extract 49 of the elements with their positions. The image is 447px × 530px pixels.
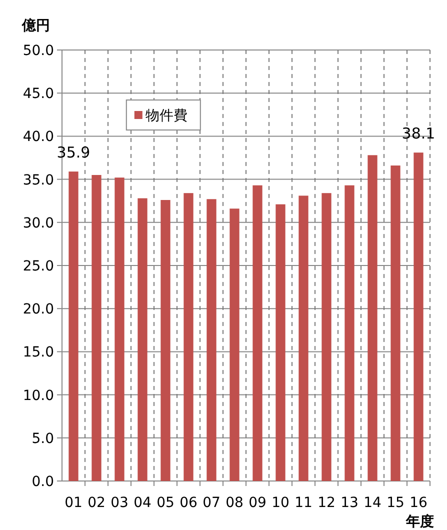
bar xyxy=(252,185,262,481)
legend: 物件費 xyxy=(126,100,201,130)
y-tick-label: 0.0 xyxy=(32,474,54,490)
bar xyxy=(230,208,240,481)
y-tick-label: 10.0 xyxy=(22,388,54,404)
bar xyxy=(368,155,378,481)
bar xyxy=(184,193,194,481)
x-tick-label: 08 xyxy=(226,495,244,511)
x-tick-label: 14 xyxy=(364,495,382,511)
x-tick-label: 06 xyxy=(180,495,198,511)
x-tick-label: 02 xyxy=(88,495,106,511)
bar xyxy=(68,172,78,481)
bar xyxy=(414,152,424,481)
bar xyxy=(206,199,216,481)
x-tick-label: 01 xyxy=(64,495,82,511)
x-tick-label: 11 xyxy=(294,495,312,511)
x-tick-label: 16 xyxy=(410,495,428,511)
x-tick-label: 05 xyxy=(156,495,174,511)
x-tick-label: 10 xyxy=(272,495,290,511)
x-tick-label: 13 xyxy=(340,495,358,511)
bar xyxy=(344,185,354,481)
y-tick-label: 35.0 xyxy=(22,172,54,188)
y-tick-label: 15.0 xyxy=(22,344,54,361)
bar xyxy=(138,198,148,481)
y-tick-label: 30.0 xyxy=(22,215,54,232)
bar xyxy=(276,204,286,481)
data-label: 38.1 xyxy=(402,124,436,143)
bar xyxy=(92,174,102,481)
y-tick-label: 25.0 xyxy=(22,258,54,274)
bar xyxy=(390,166,400,481)
x-tick-label: 07 xyxy=(202,495,220,511)
x-tick-label: 09 xyxy=(248,495,266,511)
x-tick-label: 03 xyxy=(110,495,128,511)
y-tick-label: 40.0 xyxy=(22,129,54,146)
y-tick-label: 20.0 xyxy=(22,302,54,318)
x-axis-title: 年度 xyxy=(405,513,434,530)
y-axis-title: 億円 xyxy=(21,17,50,34)
x-tick-label: 04 xyxy=(134,495,152,511)
bar xyxy=(114,178,124,481)
legend-label: 物件費 xyxy=(145,108,188,124)
y-tick-label: 50.0 xyxy=(22,43,54,59)
x-tick-label: 12 xyxy=(318,495,336,511)
x-tick-label: 15 xyxy=(386,495,404,511)
y-tick-label: 5.0 xyxy=(32,430,54,447)
bar xyxy=(298,196,308,481)
y-tick-label: 45.0 xyxy=(22,86,54,102)
data-label: 35.9 xyxy=(56,144,90,162)
bar xyxy=(322,193,332,481)
bar xyxy=(160,200,170,481)
